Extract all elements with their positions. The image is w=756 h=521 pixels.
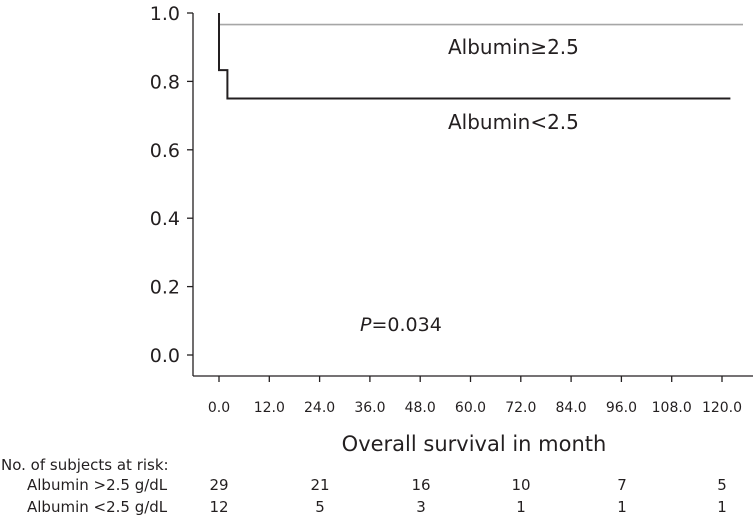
p-value-annotation: P=0.034 [360, 314, 442, 336]
risk-count: 1 [617, 498, 627, 516]
y-tick-label: 0.2 [150, 277, 180, 299]
y-axis: 0.0 0.2 0.4 0.6 0.8 1.0 [150, 3, 194, 376]
y-tick-label: 1.0 [150, 3, 180, 25]
risk-count: 7 [617, 476, 627, 494]
risk-row-label-albumin-high: Albumin >2.5 g/dL [27, 476, 168, 494]
survival-curves [218, 13, 743, 100]
risk-count: 12 [209, 498, 229, 516]
risk-count: 3 [416, 498, 426, 516]
series-label-albumin-high: Albumin≥2.5 [448, 35, 579, 59]
p-value-symbol: P [360, 314, 372, 336]
y-tick-label: 0.0 [150, 345, 180, 367]
risk-count: 21 [310, 476, 330, 494]
p-value-number: =0.034 [371, 314, 441, 336]
risk-count: 29 [209, 476, 229, 494]
risk-count: 16 [411, 476, 431, 494]
series-label-albumin-low: Albumin<2.5 [448, 110, 579, 134]
risk-row-label-albumin-low: Albumin <2.5 g/dL [27, 498, 168, 516]
survival-curve-albumin-low [218, 13, 731, 100]
survival-curve-albumin-high [218, 13, 743, 26]
x-tick-label: 48.0 [405, 400, 436, 416]
x-axis: 0.0 12.0 24.0 36.0 48.0 60.0 72.0 84.0 96.0 108.0… [193, 375, 753, 416]
x-tick-label: 36.0 [354, 400, 385, 416]
risk-table-title: No. of subjects at risk: [1, 456, 169, 474]
x-axis-title: Overall survival in month [342, 432, 607, 456]
x-tick-label: 96.0 [606, 400, 637, 416]
risk-count: 5 [315, 498, 325, 516]
x-tick-label: 72.0 [505, 400, 536, 416]
x-tick-label: 24.0 [304, 400, 335, 416]
risk-count: 5 [717, 476, 727, 494]
y-tick-label: 0.4 [150, 208, 180, 230]
x-tick-label: 108.0 [652, 400, 692, 416]
x-tick-label: 84.0 [556, 400, 587, 416]
x-tick-label: 120.0 [702, 400, 742, 416]
risk-count: 1 [717, 498, 727, 516]
x-tick-label: 12.0 [254, 400, 285, 416]
y-tick-label: 0.8 [150, 71, 180, 93]
risk-count: 1 [516, 498, 526, 516]
x-tick-label: 0.0 [208, 400, 230, 416]
y-tick-label: 0.6 [150, 140, 180, 162]
x-tick-label: 60.0 [455, 400, 486, 416]
risk-count: 10 [511, 476, 531, 494]
